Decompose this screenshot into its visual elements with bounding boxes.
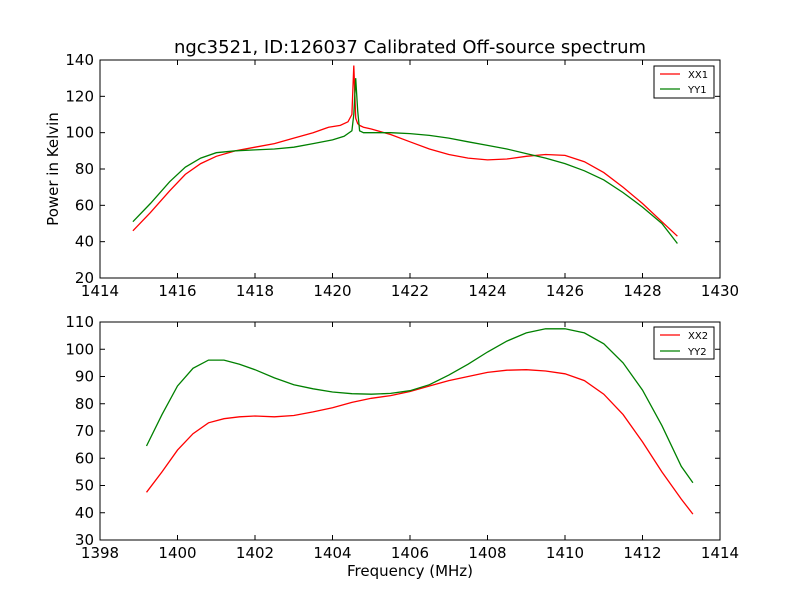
bottom-y-tick-label: 40 — [75, 504, 94, 522]
bottom-x-tick-label: 1406 — [391, 544, 429, 562]
bottom-x-tick-label: 1412 — [623, 544, 661, 562]
bottom-y-tick-label: 110 — [65, 313, 94, 331]
legend-xx1-label: XX1 — [688, 70, 708, 81]
top-x-tick-label: 1426 — [546, 282, 584, 300]
bottom-subplot: 1398 1400 1402 1404 1406 1408 1410 1412 1414 30 40… — [65, 313, 739, 562]
bottom-subplot-series — [145, 328, 694, 515]
top-y-tick-label: 120 — [65, 87, 94, 105]
top-subplot-series — [132, 65, 678, 244]
top-subplot-ticks: 1414 1416 1418 1420 1422 1424 1426 1428 1430 20 40… — [65, 51, 739, 300]
bottom-legend: XX2 YY2 — [653, 326, 715, 360]
figure-title: ngc3521, ID:126037 Calibrated Off-source… — [174, 37, 646, 58]
bottom-x-tick-label: 1402 — [236, 544, 274, 562]
top-x-tick-label: 1422 — [391, 282, 429, 300]
bottom-x-tick-label: 1410 — [546, 544, 584, 562]
bottom-x-tick-label: 1414 — [701, 544, 739, 562]
top-subplot: 1414 1416 1418 1420 1422 1424 1426 1428 1430 20 40… — [65, 51, 739, 300]
legend-xx2-label: XX2 — [688, 331, 708, 342]
bottom-y-tick-label: 100 — [65, 340, 94, 358]
bottom-y-tick-label: 80 — [75, 395, 94, 413]
top-x-tick-label: 1428 — [623, 282, 661, 300]
bottom-y-tick-label: 30 — [75, 531, 94, 549]
bottom-x-tick-label: 1400 — [158, 544, 196, 562]
top-x-tick-label: 1430 — [701, 282, 739, 300]
top-y-tick-label: 60 — [75, 196, 94, 214]
top-y-tick-label: 20 — [75, 269, 94, 287]
top-y-tick-label: 100 — [65, 124, 94, 142]
series-line-yy1 — [132, 78, 678, 244]
top-x-tick-label: 1424 — [468, 282, 506, 300]
top-x-tick-label: 1414 — [81, 282, 119, 300]
top-legend: XX1 YY1 — [653, 65, 715, 99]
bottom-y-tick-label: 60 — [75, 449, 94, 467]
series-line-xx2 — [145, 369, 694, 515]
bottom-x-tick-label: 1408 — [468, 544, 506, 562]
bottom-x-tick-label: 1404 — [313, 544, 351, 562]
bottom-legend-box — [653, 326, 715, 360]
legend-yy1-label: YY1 — [687, 85, 707, 96]
top-x-tick-label: 1416 — [158, 282, 196, 300]
bottom-y-tick-label: 90 — [75, 368, 94, 386]
top-y-tick-label: 40 — [75, 233, 94, 251]
top-x-tick-label: 1418 — [236, 282, 274, 300]
bottom-y-tick-label: 70 — [75, 422, 94, 440]
bottom-subplot-ticks: 1398 1400 1402 1404 1406 1408 1410 1412 1414 30 40… — [65, 313, 739, 562]
y-axis-label: Power in Kelvin — [44, 112, 62, 226]
top-legend-box — [653, 65, 715, 99]
top-x-tick-label: 1420 — [313, 282, 351, 300]
x-axis-label: Frequency (MHz) — [347, 562, 473, 580]
series-line-yy2 — [145, 328, 694, 484]
bottom-y-tick-label: 50 — [75, 477, 94, 495]
top-y-tick-label: 140 — [65, 51, 94, 69]
legend-yy2-label: YY2 — [687, 347, 707, 358]
top-y-tick-label: 80 — [75, 160, 94, 178]
bottom-x-tick-label: 1398 — [81, 544, 119, 562]
